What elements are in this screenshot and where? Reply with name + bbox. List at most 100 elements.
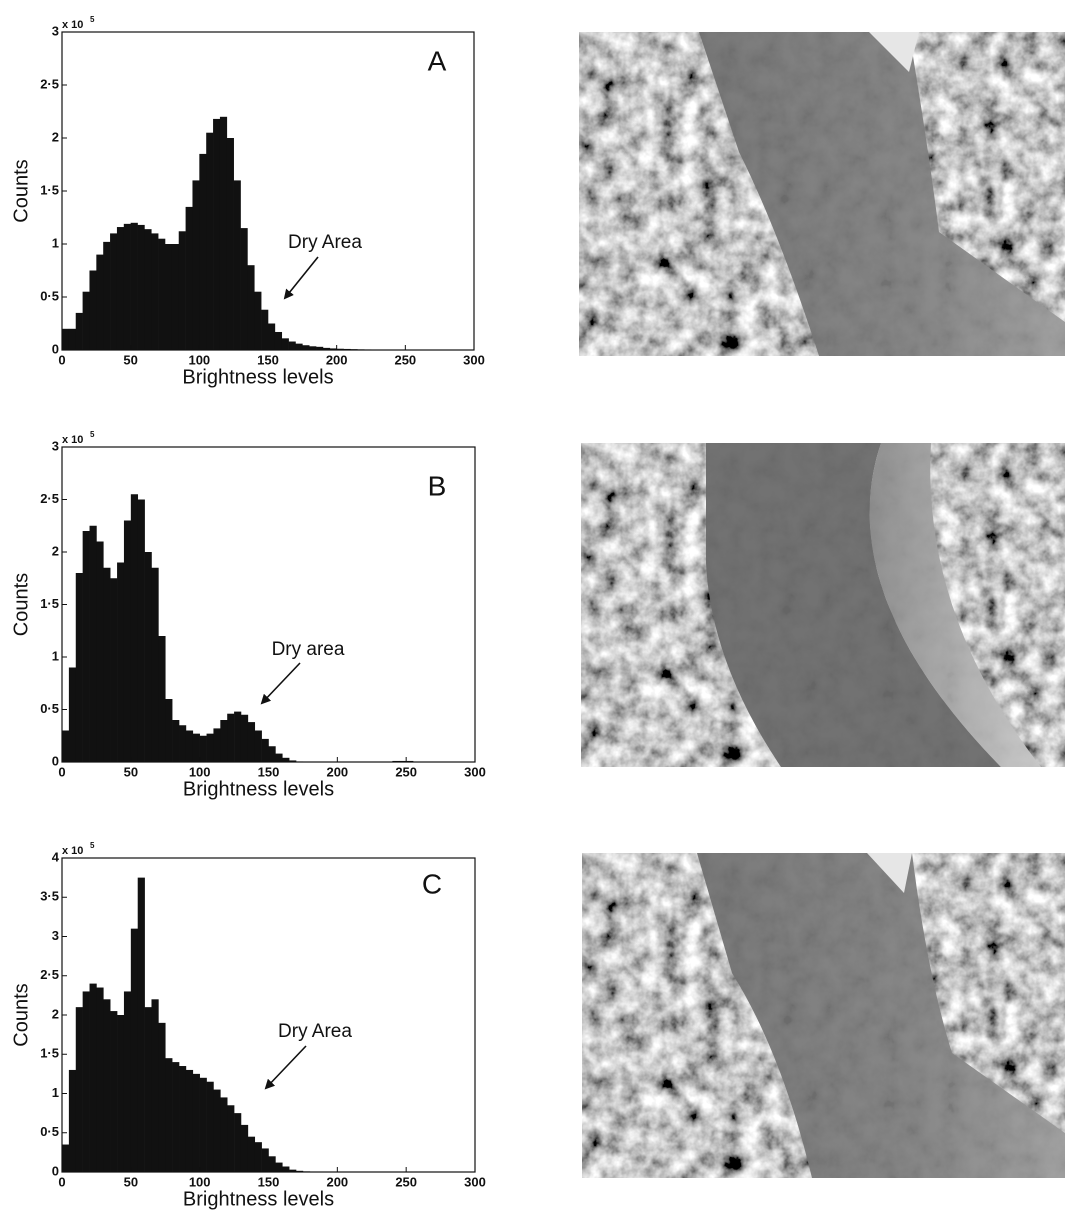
histogram-bar (116, 227, 125, 350)
histogram-bar (220, 720, 228, 762)
photo-a (579, 32, 1065, 356)
histogram-bar (110, 233, 118, 350)
y-tick-label: 1 (52, 648, 59, 663)
histogram-bar (82, 991, 90, 1172)
histogram-bar (275, 1162, 283, 1172)
histogram-bar (261, 309, 269, 350)
histogram-bar (261, 738, 269, 762)
histogram-bar (268, 746, 276, 762)
histogram-bar (234, 1113, 242, 1172)
histogram-bar (117, 1015, 125, 1172)
y-tick-label: 1·5 (40, 182, 59, 197)
histogram-bar (165, 244, 173, 350)
histogram-bar (289, 1169, 297, 1172)
annotation: Dry area (272, 639, 345, 660)
x-tick-label: 300 (463, 352, 485, 367)
y-tick-label: 2·5 (40, 76, 59, 91)
histogram-bar (137, 224, 145, 350)
histogram-bar (254, 730, 262, 762)
histogram-bar (89, 983, 97, 1172)
annotation-arrow (283, 256, 319, 300)
histogram-bar (247, 265, 255, 350)
panel-label: B (428, 470, 447, 501)
histogram-bar (137, 499, 145, 762)
histogram-bar (234, 711, 242, 762)
histogram-bar (206, 733, 214, 762)
histogram-bar (192, 733, 200, 762)
y-tick-label: 0 (52, 1163, 59, 1178)
y-tick-label: 0·5 (40, 288, 59, 303)
histogram-bar (151, 567, 159, 762)
histogram-bar (110, 578, 118, 762)
histogram-bar (289, 760, 297, 762)
photo-c (582, 853, 1065, 1178)
y-axis-title: Counts (10, 159, 32, 222)
y-tick-label: 2·5 (40, 491, 59, 506)
histogram-bar (89, 270, 97, 350)
histogram-bar (144, 229, 152, 350)
histogram-bar (75, 573, 83, 762)
histogram-bar (96, 987, 104, 1172)
histogram-bar (185, 730, 194, 762)
histogram-bar (213, 118, 221, 350)
x-tick-label: 100 (188, 352, 210, 367)
x-tick-label: 300 (464, 764, 486, 779)
histogram-bar (226, 138, 234, 350)
histogram-bar (165, 1058, 173, 1172)
histogram-bar (281, 338, 289, 350)
x-tick-label: 50 (123, 352, 137, 367)
histogram-bar (213, 1089, 221, 1172)
histogram-bar (82, 291, 90, 350)
histogram-bar (240, 228, 248, 350)
histogram-bar (329, 348, 337, 350)
histogram-bar (179, 725, 187, 762)
histogram-bar (75, 1007, 83, 1172)
y-multiplier-exponent: 5 (90, 841, 95, 850)
histogram-bar (275, 753, 283, 762)
x-tick-label: 200 (326, 352, 348, 367)
histogram-bar (268, 323, 276, 350)
y-tick-label: 2 (52, 543, 59, 558)
histogram-bar (130, 222, 138, 350)
histogram-bar (123, 991, 132, 1172)
y-tick-label: 0 (52, 341, 59, 356)
y-axis-title: Counts (10, 983, 32, 1046)
x-tick-label: 200 (326, 1174, 348, 1189)
y-tick-label: 1·5 (40, 596, 59, 611)
x-tick-label: 300 (464, 1174, 486, 1189)
histogram-bar (110, 1011, 118, 1172)
histogram-bar (151, 233, 159, 350)
panel-label: C (422, 868, 442, 899)
histogram-bar (96, 541, 104, 762)
histogram-bar (103, 567, 111, 762)
histogram-bar (233, 180, 241, 350)
histogram-bar (172, 1062, 180, 1172)
histogram-bar (295, 343, 303, 350)
histogram-bar (130, 494, 139, 762)
y-tick-label: 2·5 (40, 967, 59, 982)
histogram-bar (227, 713, 235, 762)
histogram-bar (144, 552, 152, 762)
histogram-bar (282, 757, 290, 762)
histogram-bar (227, 1105, 235, 1172)
annotation: Dry Area (288, 232, 362, 253)
histogram-bar (62, 730, 70, 762)
y-tick-label: 1 (52, 1085, 59, 1100)
histogram-bar (199, 735, 207, 762)
x-tick-label: 50 (124, 1174, 138, 1189)
histogram-bar (62, 1144, 70, 1172)
histogram-bar (123, 520, 132, 762)
histogram-bar (178, 231, 186, 350)
histogram-bar (144, 1007, 152, 1172)
histogram-bar (199, 1077, 207, 1172)
histogram-bar (336, 348, 344, 350)
histogram-bar (158, 238, 166, 350)
annotation-arrow (260, 662, 301, 705)
panel-label: A (428, 45, 447, 76)
y-multiplier-exponent: 5 (90, 430, 95, 439)
annotation-arrow (264, 1045, 307, 1090)
histogram-bar (68, 1069, 77, 1172)
histogram-bar (316, 346, 324, 350)
histogram-bar (151, 999, 159, 1172)
